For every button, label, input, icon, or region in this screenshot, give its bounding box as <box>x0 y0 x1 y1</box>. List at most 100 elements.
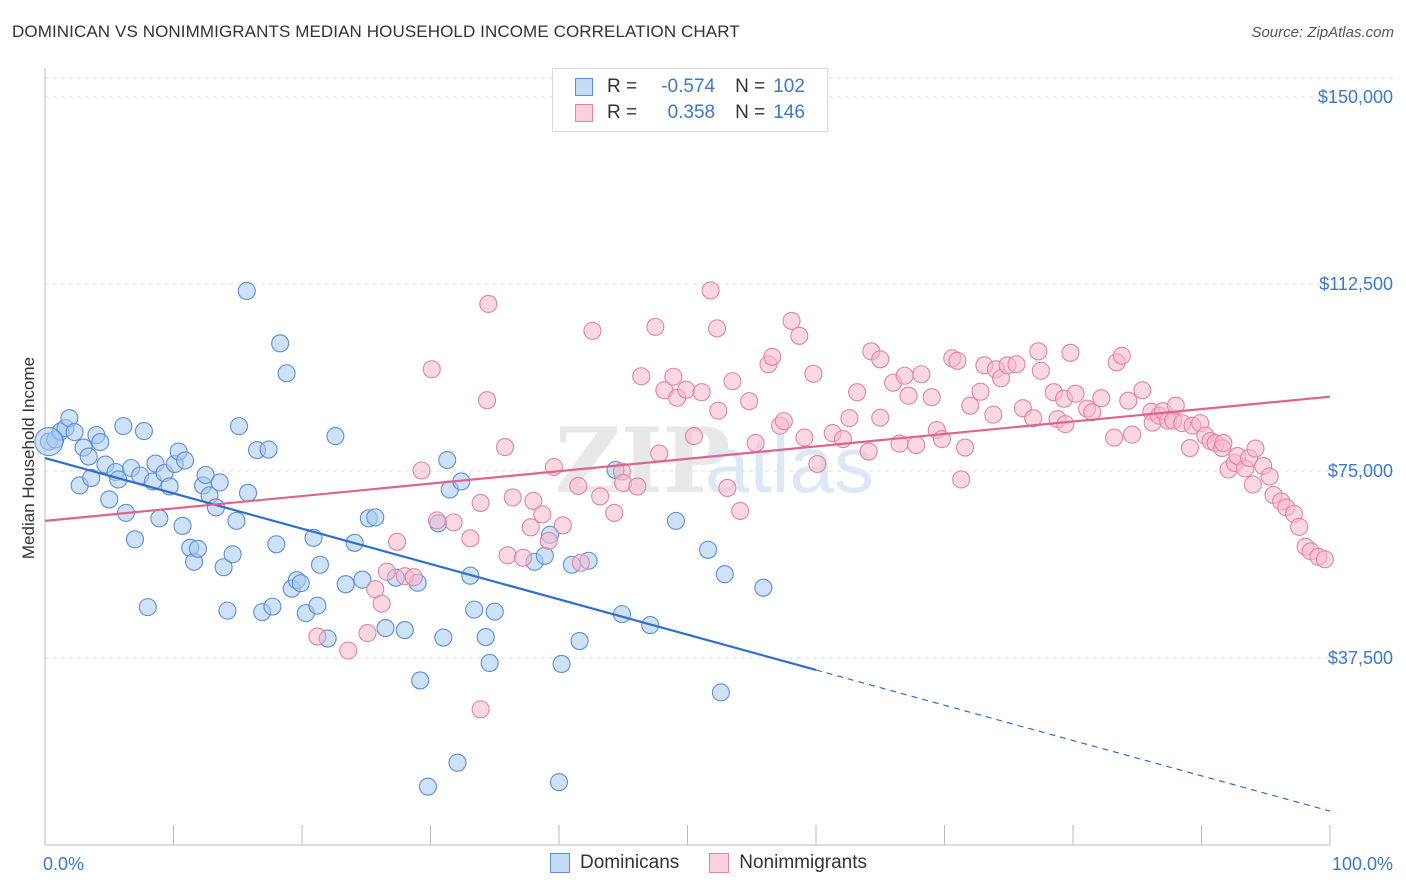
data-point <box>1105 428 1124 447</box>
data-point <box>524 491 543 510</box>
data-point <box>114 417 133 436</box>
data-point <box>1112 346 1131 365</box>
data-point <box>535 546 554 565</box>
data-point <box>336 575 355 594</box>
data-point <box>477 391 497 410</box>
data-point <box>308 596 327 615</box>
data-point <box>218 601 237 620</box>
data-point <box>263 597 282 616</box>
data-point <box>485 602 504 621</box>
data-point <box>480 653 499 673</box>
data-point <box>961 396 980 415</box>
data-point <box>448 753 467 772</box>
data-point <box>1260 467 1279 486</box>
data-point <box>1119 391 1138 410</box>
y-tick-label: $150,000 <box>1318 87 1393 107</box>
y-tick-label: $75,000 <box>1328 461 1393 481</box>
bottom-legend-item-nonimmigrants: Nonimmigrants <box>709 852 867 874</box>
bottom-legend-item-dominicans: Dominicans <box>550 852 679 874</box>
data-point <box>214 558 233 577</box>
data-point <box>411 671 430 690</box>
legend-n-value: 146 <box>773 102 805 123</box>
data-point <box>188 539 207 558</box>
legend-r-value: 0.358 <box>667 102 716 123</box>
data-point <box>628 477 647 496</box>
data-point <box>100 490 119 509</box>
bottom-legend-swatch-dominicans <box>550 853 570 873</box>
data-point <box>521 518 540 537</box>
data-point <box>476 628 495 647</box>
data-point <box>404 568 423 587</box>
data-point <box>465 600 484 619</box>
data-point <box>984 405 1003 424</box>
data-point <box>754 578 773 597</box>
data-point <box>956 438 975 457</box>
bottom-legend-label-dominicans: Dominicans <box>580 852 680 873</box>
data-point <box>418 777 437 796</box>
legend-row-dominicans: R = -0.574 N = 102 <box>575 75 805 99</box>
data-point <box>366 508 385 527</box>
data-point <box>692 383 711 402</box>
bottom-legend-label-nonimmigrants: Nonimmigrants <box>739 852 868 873</box>
data-point <box>684 427 703 446</box>
legend-r-label: R = <box>607 76 638 97</box>
series-dominicans <box>34 281 773 796</box>
x-tick-label: 0.0% <box>43 854 84 874</box>
data-point <box>229 417 249 436</box>
data-point <box>267 535 286 554</box>
data-point <box>79 447 98 466</box>
data-point <box>395 621 414 640</box>
data-point <box>1092 389 1111 408</box>
data-point <box>718 478 737 498</box>
data-point <box>1066 384 1085 403</box>
data-point <box>210 473 229 492</box>
data-point <box>899 386 918 405</box>
data-point <box>895 366 914 385</box>
trend-line-dominicans-extension <box>815 669 1331 812</box>
data-point <box>444 513 463 532</box>
data-point <box>479 294 498 313</box>
data-point <box>434 628 453 647</box>
data-point <box>495 438 515 457</box>
data-point <box>1056 415 1075 434</box>
data-point <box>1166 396 1185 415</box>
data-point <box>1246 439 1265 458</box>
data-point <box>427 511 446 530</box>
tick-labels: $37,500 $75,000 $112,500 $150,000 0.0% 100.0%… <box>19 87 1393 874</box>
data-point <box>422 360 441 379</box>
data-point <box>782 311 801 330</box>
data-point <box>271 334 290 353</box>
data-point <box>848 383 867 402</box>
chart-source: Source: ZipAtlas.com <box>1251 24 1394 41</box>
data-point <box>1133 381 1152 400</box>
data-point <box>723 372 742 391</box>
data-point <box>666 511 685 530</box>
data-point <box>708 319 727 338</box>
data-point <box>907 436 926 455</box>
data-point <box>223 545 242 564</box>
data-point <box>583 321 602 340</box>
data-point <box>377 562 396 581</box>
data-point <box>646 317 665 336</box>
data-point <box>471 493 490 512</box>
data-point <box>176 451 195 470</box>
data-point <box>871 408 890 427</box>
data-point <box>746 434 765 453</box>
data-point <box>709 401 728 420</box>
data-point <box>1123 425 1142 444</box>
watermark-zip: ZIP <box>555 408 730 514</box>
data-point <box>125 530 144 549</box>
data-point <box>1031 361 1050 380</box>
data-point <box>277 364 296 383</box>
data-point <box>763 347 782 366</box>
legend-row-nonimmigrants: R = 0.358 N = 146 <box>575 101 805 125</box>
data-point <box>461 529 480 548</box>
data-point <box>291 574 310 593</box>
x-tick-label: 100.0% <box>1332 854 1393 874</box>
data-point <box>1029 342 1048 361</box>
data-point <box>388 532 407 551</box>
data-point <box>259 440 278 459</box>
legend-n-label: N = <box>735 76 766 97</box>
data-point <box>952 470 971 489</box>
data-point <box>227 511 246 530</box>
